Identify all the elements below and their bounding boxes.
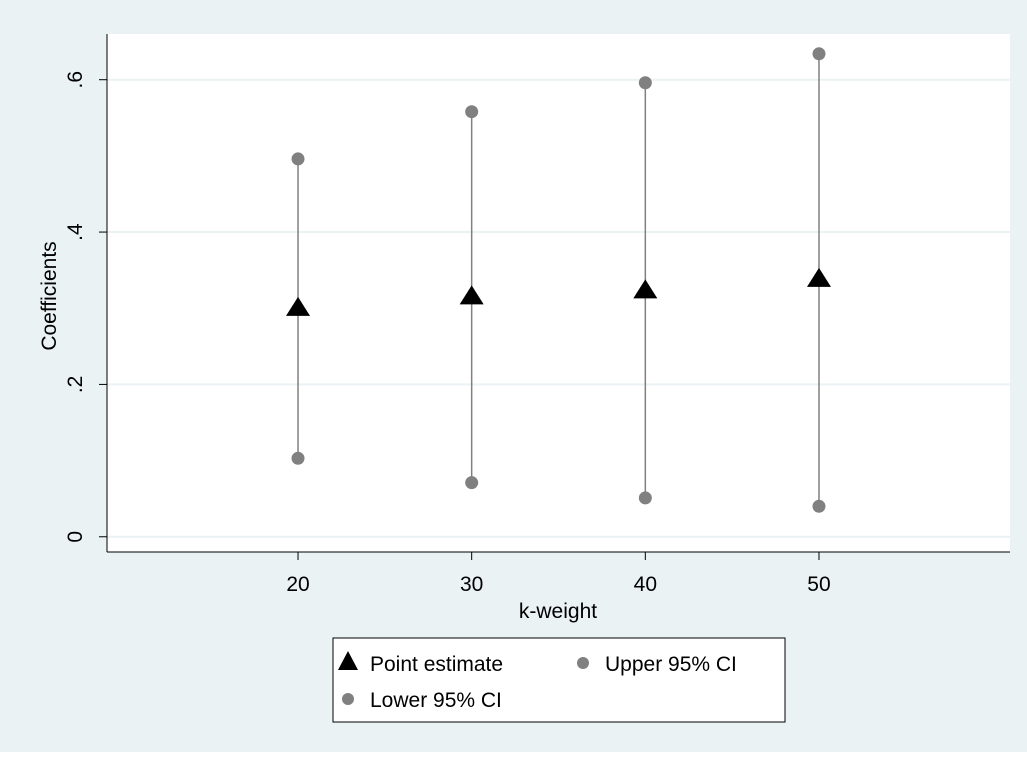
axes: 0 .2 .4 .6 20 30 40 50 <box>64 34 1010 596</box>
legend-circle-icon-upper <box>577 657 589 669</box>
point-estimate-marker <box>806 267 831 287</box>
legend-circle-icon-lower <box>342 693 354 705</box>
lower-ci-marker <box>465 476 479 490</box>
upper-ci-marker <box>291 152 305 166</box>
x-tick-label: 20 <box>286 573 309 596</box>
point-estimate-marker <box>633 279 658 299</box>
x-tick-label: 30 <box>460 573 483 596</box>
gridlines <box>107 78 1010 538</box>
y-tick-label: .2 <box>64 376 87 394</box>
upper-ci-marker <box>465 105 479 119</box>
upper-ci-marker <box>638 76 652 90</box>
y-tick-label: 0 <box>64 531 87 543</box>
legend-triangle-icon <box>338 651 358 670</box>
legend-label-upper-ci: Upper 95% CI <box>605 653 737 676</box>
x-tick-label: 40 <box>634 573 657 596</box>
lower-ci-marker <box>812 499 826 513</box>
point-estimate-marker <box>286 296 311 316</box>
x-axis-title: k-weight <box>519 600 597 623</box>
upper-ci-marker <box>812 47 826 61</box>
y-tick-label: .6 <box>64 71 87 89</box>
x-tick-label: 50 <box>807 573 830 596</box>
plot-area <box>107 34 1010 552</box>
lower-ci-marker <box>291 451 305 465</box>
y-tick-label: .4 <box>64 223 87 241</box>
lower-ci-marker <box>638 491 652 505</box>
legend-label-lower-ci: Lower 95% CI <box>370 689 502 712</box>
legend-label-point-estimate: Point estimate <box>370 653 503 676</box>
data-markers <box>286 47 831 513</box>
point-estimate-marker <box>459 285 484 305</box>
y-axis-title: Coefficients <box>38 241 61 350</box>
legend-box <box>332 637 786 723</box>
legend: Point estimate Upper 95% CI Lower 95% CI <box>332 637 786 723</box>
